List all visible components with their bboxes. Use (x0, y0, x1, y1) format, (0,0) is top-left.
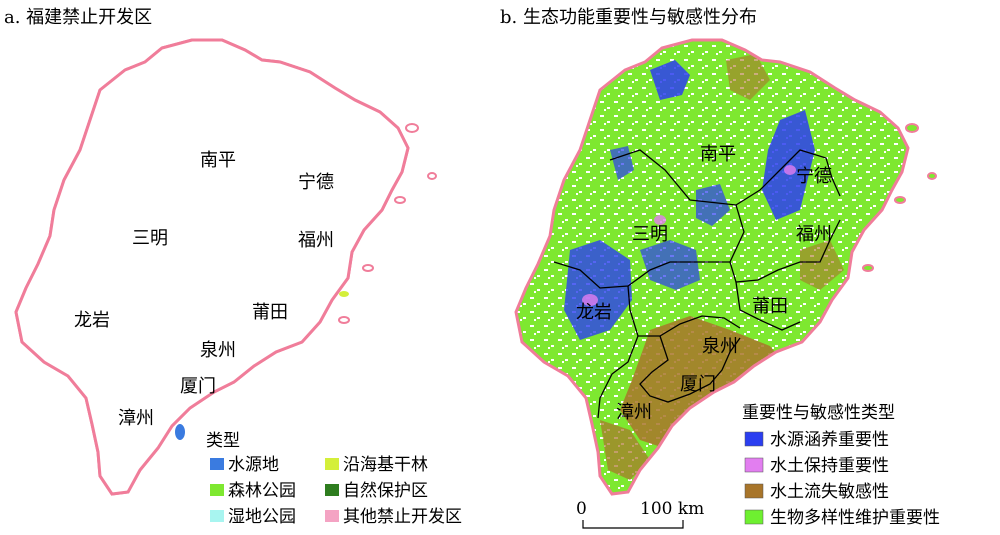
legend-b-swatch-biodiversity (744, 509, 764, 525)
scale-bar-start-label: 0 (576, 499, 587, 519)
legend-a-label-wetland-park: 湿地公园 (228, 507, 296, 527)
city-label-sanming-a: 三明 (132, 228, 168, 249)
legend-a-label-other: 其他禁止开发区 (343, 507, 462, 527)
city-label-longyan-b: 龙岩 (576, 302, 612, 323)
city-label-fuzhou-a: 福州 (298, 230, 334, 251)
coastal-islands-b (862, 123, 937, 272)
legend-a-swatch-wetland-park (210, 510, 224, 522)
soil-erosion-zone (726, 54, 770, 100)
water-conservation-zone (640, 240, 700, 290)
legend-a-swatch-forest-park (210, 484, 224, 496)
city-boundaries-b (553, 149, 841, 419)
panel-b-map (514, 38, 937, 496)
legend-b-label-water-conservation: 水源涵养重要性 (770, 430, 889, 450)
water-conservation-zone (762, 110, 815, 220)
scale-bar-line (582, 520, 684, 529)
city-label-longyan-a: 龙岩 (74, 310, 110, 331)
panel-a-title: a. 福建禁止开发区 (4, 7, 153, 28)
legend-b-swatch-soil-erosion (744, 483, 764, 499)
city-label-xiamen-a: 厦门 (180, 376, 216, 397)
legend-a-swatch-other (325, 510, 339, 522)
soil-conservation-zone (784, 165, 796, 175)
city-label-nanping-b: 南平 (700, 144, 736, 165)
city-label-zhangzhou-a: 漳州 (118, 408, 154, 429)
legend-a-label-forest-park: 森林公园 (228, 481, 296, 501)
scale-bar: 0 100 km (576, 499, 704, 529)
coastal-forest-patch (339, 291, 349, 297)
city-label-putian-b: 莆田 (752, 296, 788, 317)
legend-a-label-coastal-forest: 沿海基干林 (343, 455, 428, 475)
legend-b-label-soil-conservation: 水土保持重要性 (770, 456, 889, 476)
legend-b-swatch-soil-conservation (744, 457, 764, 473)
coastal-islands-a (338, 123, 437, 324)
city-label-zhangzhou-b: 漳州 (616, 402, 652, 423)
panel-b-title: b. 生态功能重要性与敏感性分布 (500, 7, 757, 28)
legend-b-label-soil-erosion: 水土流失敏感性 (770, 482, 889, 502)
soil-conservation-zone (582, 294, 598, 306)
water-source-patch (175, 424, 185, 440)
city-label-sanming-b: 三明 (632, 224, 668, 245)
province-b (514, 38, 910, 496)
legend-b-swatch-water-conservation (744, 431, 764, 447)
city-label-fuzhou-b: 福州 (796, 224, 832, 245)
city-labels-a: 南平 宁德 三明 福州 莆田 龙岩 泉州 厦门 漳州 (74, 150, 334, 429)
water-conservation-zone (564, 240, 632, 340)
legend-b: 重要性与敏感性类型 水源涵养重要性 水土保持重要性 水土流失敏感性 生物多样性维… (742, 403, 940, 528)
city-label-quanzhou-b: 泉州 (702, 336, 738, 357)
soil-erosion-zone (600, 420, 650, 480)
panel-a-map (14, 38, 437, 496)
city-label-ningde-a: 宁德 (298, 172, 334, 193)
legend-a-title: 类型 (206, 431, 240, 451)
legend-a: 类型 水源地 沿海基干林 森林公园 自然保护区 湿地公园 其他禁止开发区 (206, 431, 462, 527)
city-label-putian-a: 莆田 (252, 302, 288, 323)
legend-b-label-biodiversity: 生物多样性维护重要性 (770, 508, 940, 528)
city-label-xiamen-b: 厦门 (680, 374, 716, 395)
soil-erosion-zone (800, 240, 844, 290)
legend-b-title: 重要性与敏感性类型 (742, 403, 895, 423)
city-label-quanzhou-a: 泉州 (200, 340, 236, 361)
city-label-ningde-b: 宁德 (796, 166, 832, 187)
legend-a-swatch-coastal-forest (325, 458, 339, 470)
city-label-nanping-a: 南平 (200, 150, 236, 171)
city-labels-b: 南平 宁德 三明 福州 龙岩 莆田 泉州 厦门 漳州 (576, 144, 832, 423)
legend-a-label-nature-reserve: 自然保护区 (343, 481, 428, 501)
legend-a-swatch-water-source (210, 458, 224, 470)
water-conservation-zone (650, 60, 690, 100)
legend-a-label-water-source: 水源地 (228, 455, 279, 475)
water-conservation-zone (696, 184, 730, 226)
scale-bar-end-label: 100 km (640, 499, 704, 519)
soil-erosion-zone (620, 316, 790, 450)
soil-conservation-zone (654, 215, 666, 225)
legend-a-swatch-nature-reserve (325, 484, 339, 496)
